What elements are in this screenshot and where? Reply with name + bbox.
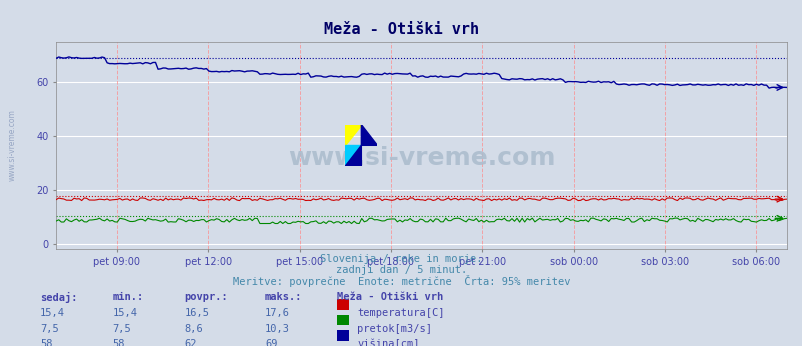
Text: maks.:: maks.: <box>265 292 302 302</box>
Text: povpr.:: povpr.: <box>184 292 228 302</box>
Text: min.:: min.: <box>112 292 144 302</box>
Text: Meritve: povprečne  Enote: metrične  Črta: 95% meritev: Meritve: povprečne Enote: metrične Črta:… <box>233 275 569 287</box>
Text: 69: 69 <box>265 339 277 346</box>
Text: 58: 58 <box>112 339 125 346</box>
Text: 62: 62 <box>184 339 197 346</box>
Polygon shape <box>361 125 377 145</box>
Polygon shape <box>345 145 361 166</box>
Text: 16,5: 16,5 <box>184 308 209 318</box>
Text: Meža - Otiški vrh: Meža - Otiški vrh <box>323 22 479 37</box>
Text: www.si-vreme.com: www.si-vreme.com <box>287 146 555 170</box>
Text: 15,4: 15,4 <box>112 308 137 318</box>
Text: 15,4: 15,4 <box>40 308 65 318</box>
Text: Meža - Otiški vrh: Meža - Otiški vrh <box>337 292 443 302</box>
Text: 17,6: 17,6 <box>265 308 290 318</box>
Text: 58: 58 <box>40 339 53 346</box>
Text: temperatura[C]: temperatura[C] <box>357 308 444 318</box>
Text: pretok[m3/s]: pretok[m3/s] <box>357 324 431 334</box>
Text: zadnji dan / 5 minut.: zadnji dan / 5 minut. <box>335 265 467 275</box>
Polygon shape <box>345 145 361 166</box>
Text: www.si-vreme.com: www.si-vreme.com <box>8 109 17 181</box>
Text: 10,3: 10,3 <box>265 324 290 334</box>
Text: sedaj:: sedaj: <box>40 292 78 303</box>
Text: 7,5: 7,5 <box>40 324 59 334</box>
Polygon shape <box>345 125 361 145</box>
Text: Slovenija / reke in morje.: Slovenija / reke in morje. <box>320 254 482 264</box>
Text: višina[cm]: višina[cm] <box>357 339 419 346</box>
Text: 7,5: 7,5 <box>112 324 131 334</box>
Text: 8,6: 8,6 <box>184 324 203 334</box>
